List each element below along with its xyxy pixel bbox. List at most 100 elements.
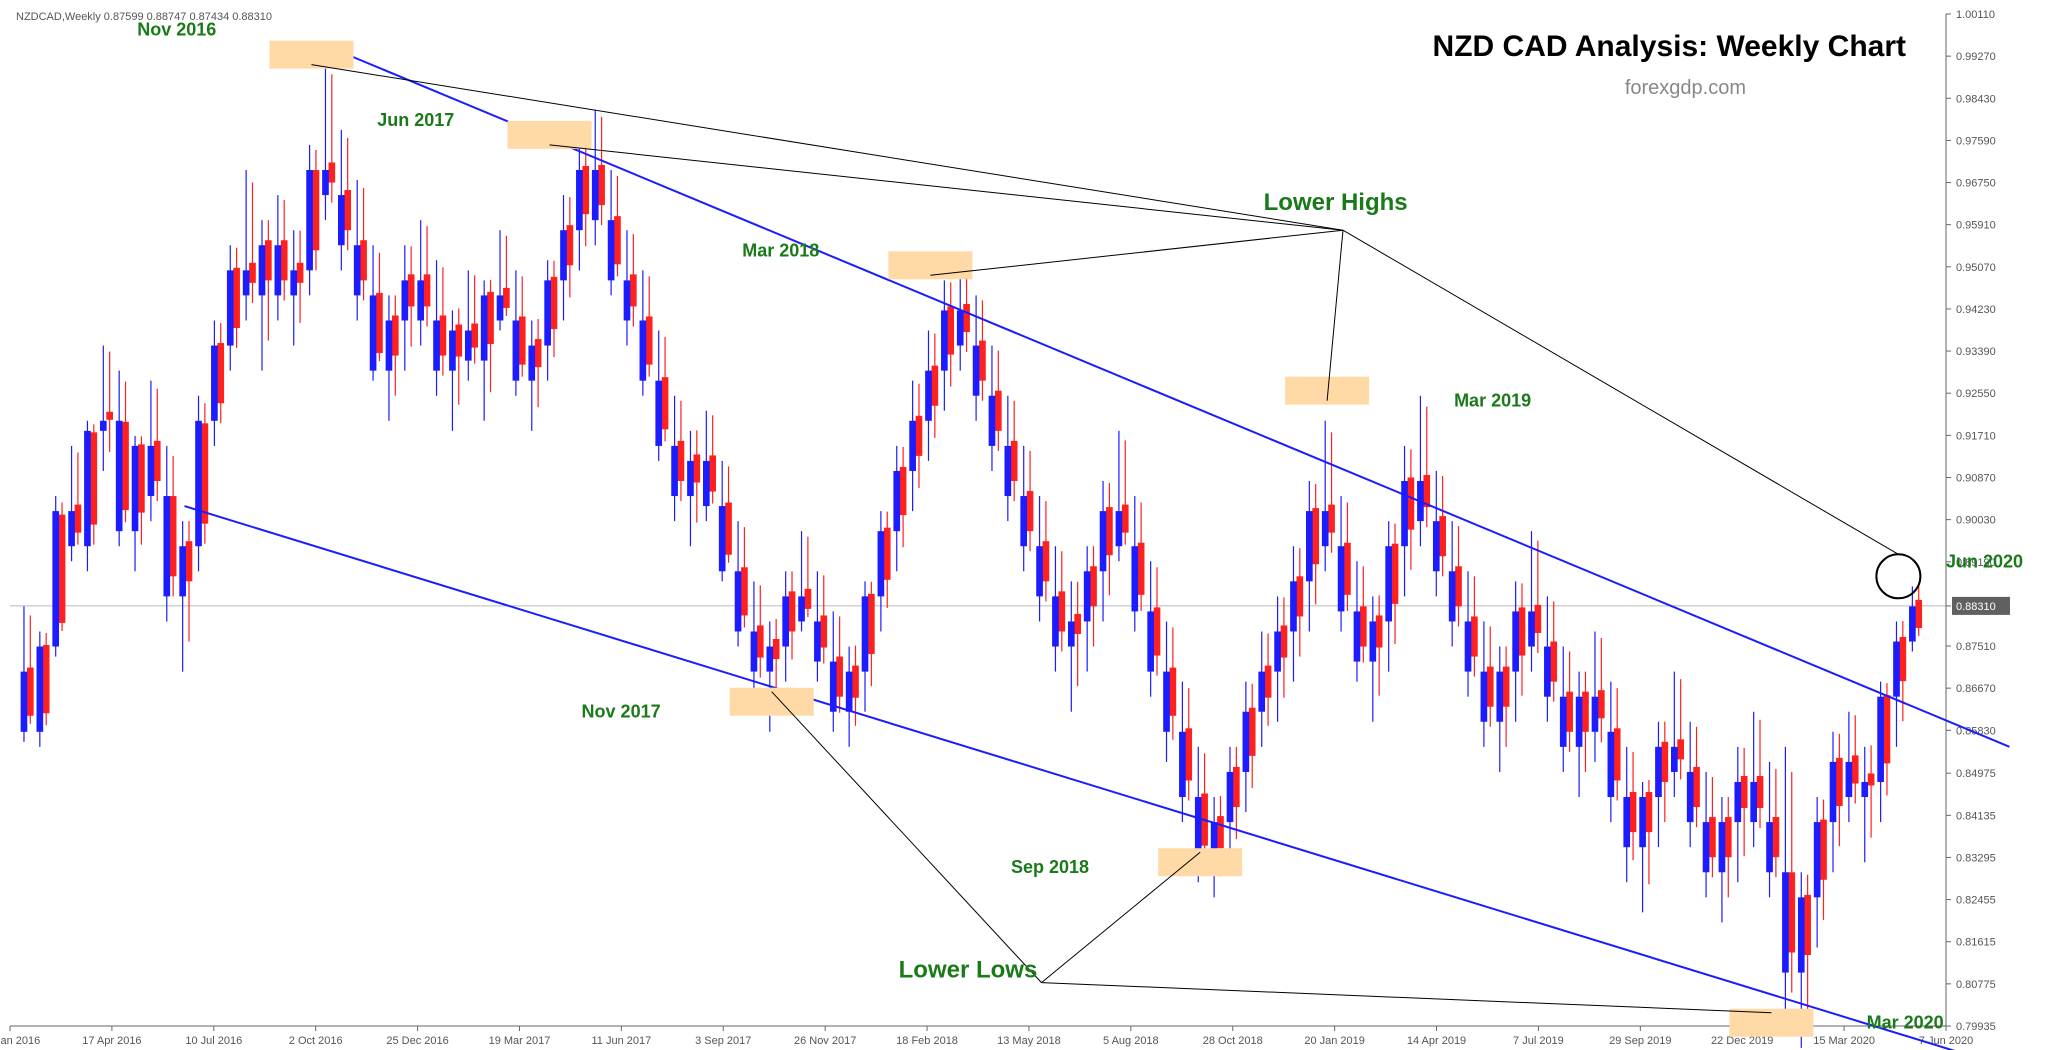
date-highlight-box (508, 121, 592, 149)
candle-body (138, 444, 145, 512)
candle-body (1804, 895, 1811, 955)
candle-body (449, 331, 456, 371)
candle-body (1185, 728, 1192, 780)
candle-body (655, 381, 662, 446)
candle-body (243, 270, 250, 295)
candle-body (170, 496, 177, 576)
candle-body (1090, 566, 1097, 606)
candle-body (1773, 817, 1780, 857)
candle-body (1217, 816, 1224, 848)
candle-body (1154, 607, 1161, 655)
x-tick-label: 29 Sep 2019 (1609, 1035, 1671, 1047)
candle-body (1868, 773, 1875, 785)
candle-body (249, 263, 256, 283)
candle-body (1455, 566, 1462, 606)
candle-body (1138, 543, 1145, 595)
candle-body (852, 666, 859, 698)
candle-body (313, 170, 320, 250)
candle-body (1433, 521, 1440, 571)
candle-body (1043, 541, 1050, 581)
candle-body (1052, 596, 1059, 646)
candle-body (202, 423, 209, 523)
candle-body (535, 339, 542, 367)
candle-body (37, 647, 44, 732)
candle-body (1496, 672, 1503, 722)
candle-body (233, 268, 240, 328)
candle-body (1296, 576, 1303, 616)
candle-body (1566, 692, 1573, 732)
y-tick-label: 0.87510 (1956, 641, 1996, 653)
x-tick-label: 15 Mar 2020 (1813, 1035, 1875, 1047)
lower-highs-label: Lower Highs (1264, 189, 1408, 216)
candle-body (376, 293, 383, 353)
candle-body (646, 316, 653, 364)
candle-body (1598, 690, 1605, 718)
candle-body (719, 506, 726, 571)
date-highlight-box (270, 41, 354, 69)
candle-body (1877, 697, 1884, 782)
candle-body (163, 496, 170, 596)
y-tick-label: 0.97590 (1956, 135, 1996, 147)
y-tick-label: 0.84975 (1956, 768, 1996, 780)
candle-body (1439, 516, 1446, 556)
candle-body (1449, 571, 1456, 621)
candle-body (687, 461, 694, 496)
candle-body (1639, 797, 1646, 847)
candle-body (947, 306, 954, 354)
candle-body (1487, 667, 1494, 707)
candle-body (703, 461, 710, 506)
date-highlight-box (1729, 1009, 1813, 1037)
lower-lows-label: Lower Lows (899, 957, 1038, 984)
candle-body (741, 567, 748, 615)
candle-body (1011, 441, 1018, 481)
candle-body (27, 668, 34, 716)
candle-body (820, 615, 827, 647)
y-tick-label: 0.81615 (1956, 937, 1996, 949)
candle-body (1131, 546, 1138, 611)
candle-body (567, 225, 574, 265)
candle-body (678, 441, 685, 481)
x-tick-label: 3 Sep 2017 (695, 1035, 751, 1047)
candle-body (116, 421, 123, 531)
candle-body (1116, 511, 1123, 546)
candle-body (1846, 762, 1853, 797)
candle-body (1782, 872, 1789, 972)
candle-body (75, 505, 82, 533)
x-tick-label: 10 Jul 2016 (185, 1035, 242, 1047)
candle-body (893, 471, 900, 531)
x-tick-label: 2 Oct 2016 (289, 1035, 343, 1047)
candle-body (322, 170, 329, 195)
candle-body (979, 341, 986, 381)
candle-body (1900, 637, 1907, 681)
candle-body (1227, 772, 1234, 822)
candle-body (360, 240, 367, 280)
candle-body (1354, 611, 1361, 661)
y-tick-label: 0.90870 (1956, 472, 1996, 484)
candle-body (1734, 782, 1741, 822)
y-tick-label: 0.95910 (1956, 220, 1996, 232)
candle-body (814, 621, 821, 661)
y-tick-label: 0.79935 (1956, 1021, 1996, 1033)
candle-body (338, 195, 345, 245)
candle-body (52, 511, 59, 646)
candle-body (1512, 611, 1519, 671)
candle-body (576, 170, 583, 230)
candle-body (1909, 606, 1916, 641)
candle-body (408, 274, 415, 306)
candle-body (1693, 767, 1700, 807)
candle-body (519, 316, 526, 364)
candle-body (100, 421, 107, 431)
candle-body (757, 625, 764, 657)
candle-body (1788, 872, 1795, 952)
candle-body (1290, 581, 1297, 631)
candle-body (1360, 606, 1367, 646)
x-tick-label: 28 Oct 2018 (1203, 1035, 1263, 1047)
candle-body (401, 280, 408, 320)
x-tick-label: 17 Apr 2016 (82, 1035, 141, 1047)
candle-body (1852, 755, 1859, 783)
date-annotation: Nov 2017 (582, 702, 661, 722)
y-tick-label: 0.86670 (1956, 683, 1996, 695)
candle-body (1265, 666, 1272, 698)
y-tick-label: 0.84135 (1956, 810, 1996, 822)
candle-body (328, 162, 335, 182)
